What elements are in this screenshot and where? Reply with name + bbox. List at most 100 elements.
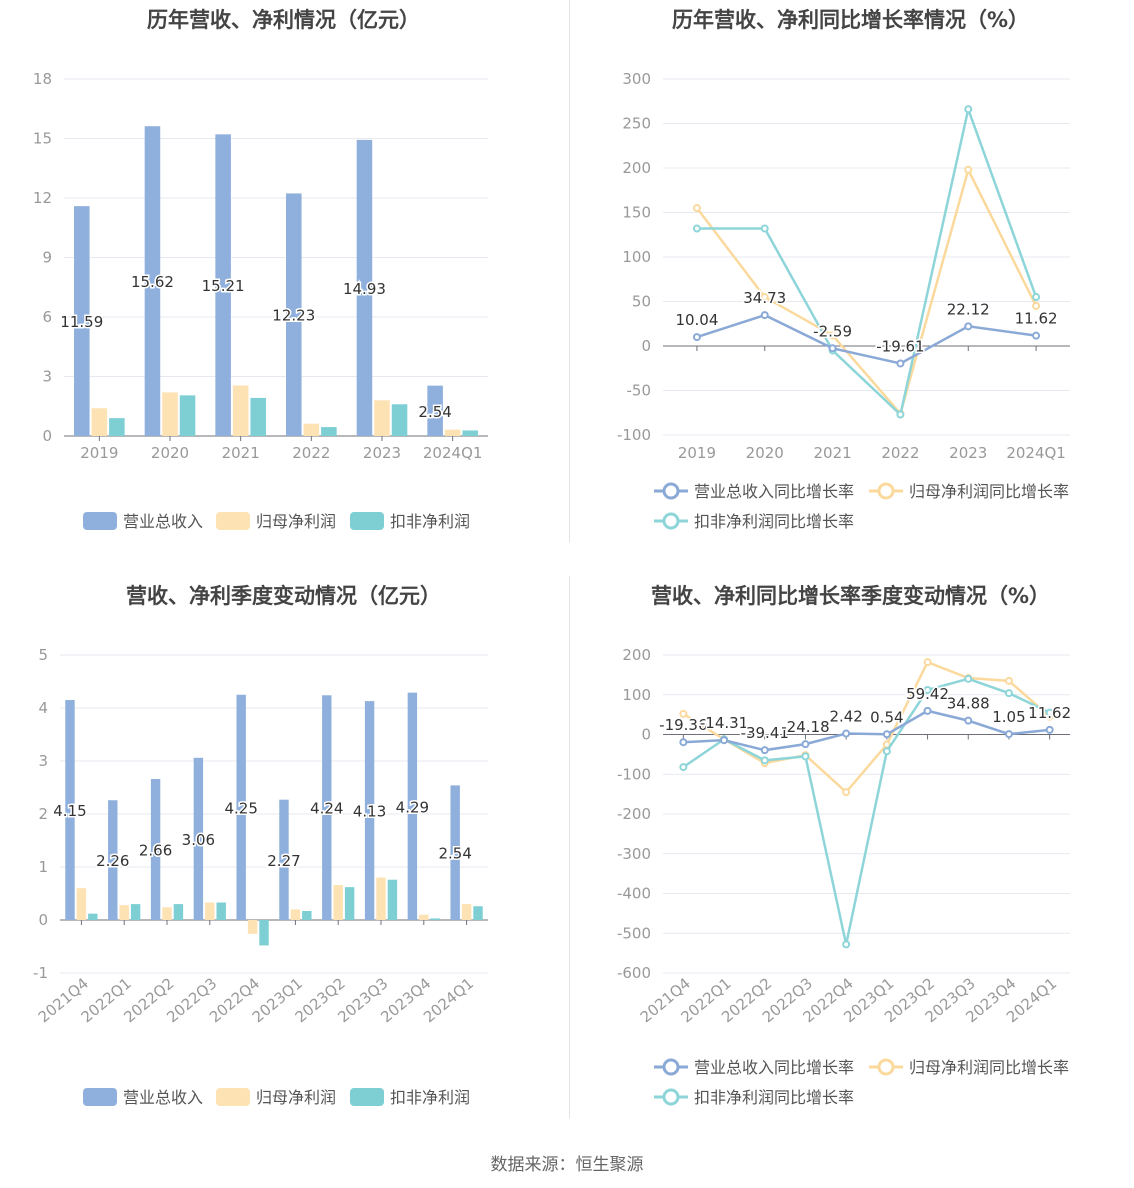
legend-swatch — [83, 512, 117, 530]
x-tick-label: 2022 — [881, 444, 919, 462]
legend-swatch — [350, 512, 384, 530]
bar — [173, 904, 184, 920]
data-point — [828, 331, 837, 340]
y-tick-label: 50 — [632, 293, 651, 311]
bar — [303, 423, 320, 436]
legend-swatch — [216, 512, 250, 530]
data-label: 22.12 — [947, 300, 990, 318]
data-point — [679, 738, 688, 747]
legend-swatch — [216, 1088, 250, 1106]
data-point — [842, 729, 851, 738]
data-label: -19.61 — [876, 337, 924, 355]
bar — [76, 888, 87, 920]
legend-marker — [662, 512, 680, 530]
chart-annual-amounts: 0 3 6 9 12 15 18 2019 2020 2021 2022 2023 2024Q1 11.5… — [33, 70, 488, 531]
y-tick-label: 100 — [622, 686, 651, 704]
legend-label: 营业总收入 — [123, 512, 203, 531]
data-point — [1004, 730, 1013, 739]
data-point — [1004, 689, 1013, 698]
y-tick-label: 6 — [42, 308, 52, 326]
data-point — [964, 716, 973, 725]
bar — [109, 418, 125, 436]
bar — [374, 400, 390, 436]
bar — [88, 913, 98, 920]
chart-annual-growth: -100 -50 0 50 100 150 200 250 300 2019 2020 2021 202… — [617, 70, 1070, 531]
y-tick-label: 0 — [42, 427, 52, 445]
chart-title: 历年营收、净利情况（亿元） — [147, 8, 420, 32]
data-label: -19.36 — [659, 716, 707, 734]
legend-marker — [662, 482, 680, 500]
y-tick-label: -500 — [617, 924, 651, 942]
y-tick-label: 0 — [641, 726, 651, 744]
data-label: 1.05 — [992, 708, 1025, 726]
bar — [450, 785, 460, 920]
series-line — [695, 166, 1038, 417]
y-tick-label: 12 — [33, 189, 52, 207]
legend-label: 归母净利润同比增长率 — [909, 482, 1069, 501]
bar — [279, 799, 289, 920]
legend-label: 扣非净利润同比增长率 — [694, 1088, 854, 1107]
y-tick-label: -200 — [617, 805, 651, 823]
y-tick-label: -50 — [627, 382, 652, 400]
legend-label: 营业总收入同比增长率 — [694, 1058, 854, 1077]
data-label: 3.06 — [182, 831, 215, 849]
bar — [461, 904, 472, 920]
data-point — [1032, 301, 1041, 310]
chart-title: 营收、净利同比增长率季度变动情况（%） — [650, 584, 1051, 608]
bar — [179, 395, 196, 436]
data-label: 4.24 — [310, 800, 343, 818]
x-tick-label: 2022 — [292, 444, 330, 462]
data-label: 12.23 — [272, 307, 315, 325]
legend-marker — [662, 1088, 680, 1106]
y-tick-label: -300 — [617, 845, 651, 863]
bar — [236, 694, 246, 920]
legend-label: 归母净利润 — [256, 1088, 336, 1107]
bar — [322, 695, 332, 920]
panel-annual-growth: 历年营收、净利同比增长率情况（%） -100 -50 0 50 100 150 200 250… — [567, 0, 1134, 560]
data-label: 15.21 — [202, 277, 245, 295]
y-tick-label: 1 — [38, 858, 48, 876]
y-tick-label: 200 — [622, 646, 651, 664]
data-point — [760, 746, 769, 755]
data-point — [679, 709, 688, 718]
data-label: 11.62 — [1028, 704, 1071, 722]
y-tick-label: 18 — [33, 70, 52, 88]
data-label: -24.18 — [781, 718, 829, 736]
bar — [344, 887, 355, 920]
divider-top — [569, 0, 570, 542]
legend-label: 归母净利润同比增长率 — [909, 1058, 1069, 1077]
chart-quarterly-amounts: -10123452021Q42022Q12022Q22022Q32022Q420… — [33, 646, 488, 1107]
data-point — [842, 788, 851, 797]
data-label: 2.54 — [418, 403, 451, 421]
bar — [427, 385, 443, 436]
bar — [119, 905, 129, 920]
data-point — [692, 204, 701, 213]
data-point — [964, 674, 973, 683]
chart-title: 历年营收、净利同比增长率情况（%） — [671, 8, 1030, 32]
series-line — [682, 677, 1051, 945]
x-tick-label: 2024Q1 — [1006, 444, 1066, 462]
y-tick-label: 2 — [38, 805, 48, 823]
y-tick-label: -400 — [617, 885, 651, 903]
data-point — [964, 165, 973, 174]
legend-label: 归母净利润 — [256, 512, 336, 531]
data-point — [964, 105, 973, 114]
bar — [91, 408, 108, 436]
data-label: 4.29 — [396, 798, 429, 816]
bar — [444, 429, 461, 436]
y-tick-label: -100 — [617, 426, 651, 444]
bar — [232, 385, 249, 436]
bar — [356, 139, 373, 436]
bar — [376, 877, 386, 920]
data-point — [692, 333, 701, 342]
legend-swatch — [83, 1088, 117, 1106]
bar — [407, 692, 418, 920]
x-tick-label: 2019 — [80, 444, 118, 462]
data-label: 2.27 — [267, 852, 300, 870]
data-label: 0.54 — [870, 708, 903, 726]
x-tick-label: 2019 — [678, 444, 716, 462]
y-tick-label: 4 — [38, 699, 48, 717]
bar — [162, 907, 172, 920]
bar — [193, 757, 204, 920]
data-point — [842, 940, 851, 949]
